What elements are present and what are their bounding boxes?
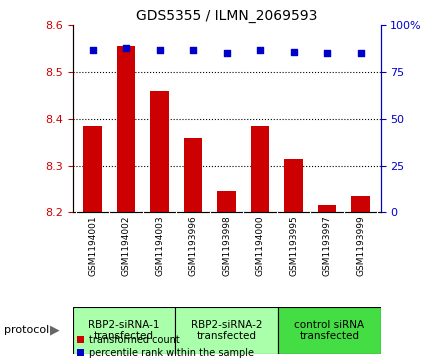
Bar	[73, 307, 175, 354]
Point	[223, 50, 230, 56]
Point	[89, 47, 96, 53]
Point	[323, 50, 330, 56]
Text: protocol: protocol	[4, 325, 50, 335]
Text: control siRNA
transfected: control siRNA transfected	[294, 319, 364, 341]
Bar	[318, 205, 336, 212]
Bar	[217, 191, 236, 212]
Text: GSM1194001: GSM1194001	[88, 215, 97, 276]
Bar	[284, 159, 303, 212]
Point	[123, 45, 130, 51]
Point	[156, 47, 163, 53]
Bar	[84, 126, 102, 212]
Bar	[351, 196, 370, 212]
Bar	[251, 126, 269, 212]
Text: GSM1193998: GSM1193998	[222, 215, 231, 276]
Text: GSM1193996: GSM1193996	[189, 215, 198, 276]
Text: GSM1194002: GSM1194002	[122, 215, 131, 276]
Text: GSM1193999: GSM1193999	[356, 215, 365, 276]
Bar	[278, 307, 381, 354]
Point	[257, 47, 264, 53]
Bar	[175, 307, 278, 354]
Bar	[150, 91, 169, 212]
Text: GSM1194000: GSM1194000	[256, 215, 264, 276]
Point	[290, 49, 297, 54]
Text: GSM1193997: GSM1193997	[323, 215, 331, 276]
Point	[190, 47, 197, 53]
Text: RBP2-siRNA-1
transfected: RBP2-siRNA-1 transfected	[88, 319, 160, 341]
Point	[357, 50, 364, 56]
Text: GSM1194003: GSM1194003	[155, 215, 164, 276]
Bar	[184, 138, 202, 212]
Legend: transformed count, percentile rank within the sample: transformed count, percentile rank withi…	[77, 335, 254, 358]
Text: RBP2-siRNA-2
transfected: RBP2-siRNA-2 transfected	[191, 319, 262, 341]
Bar	[117, 46, 136, 212]
Title: GDS5355 / ILMN_2069593: GDS5355 / ILMN_2069593	[136, 9, 317, 23]
Text: ▶: ▶	[50, 324, 60, 337]
Text: GSM1193995: GSM1193995	[289, 215, 298, 276]
